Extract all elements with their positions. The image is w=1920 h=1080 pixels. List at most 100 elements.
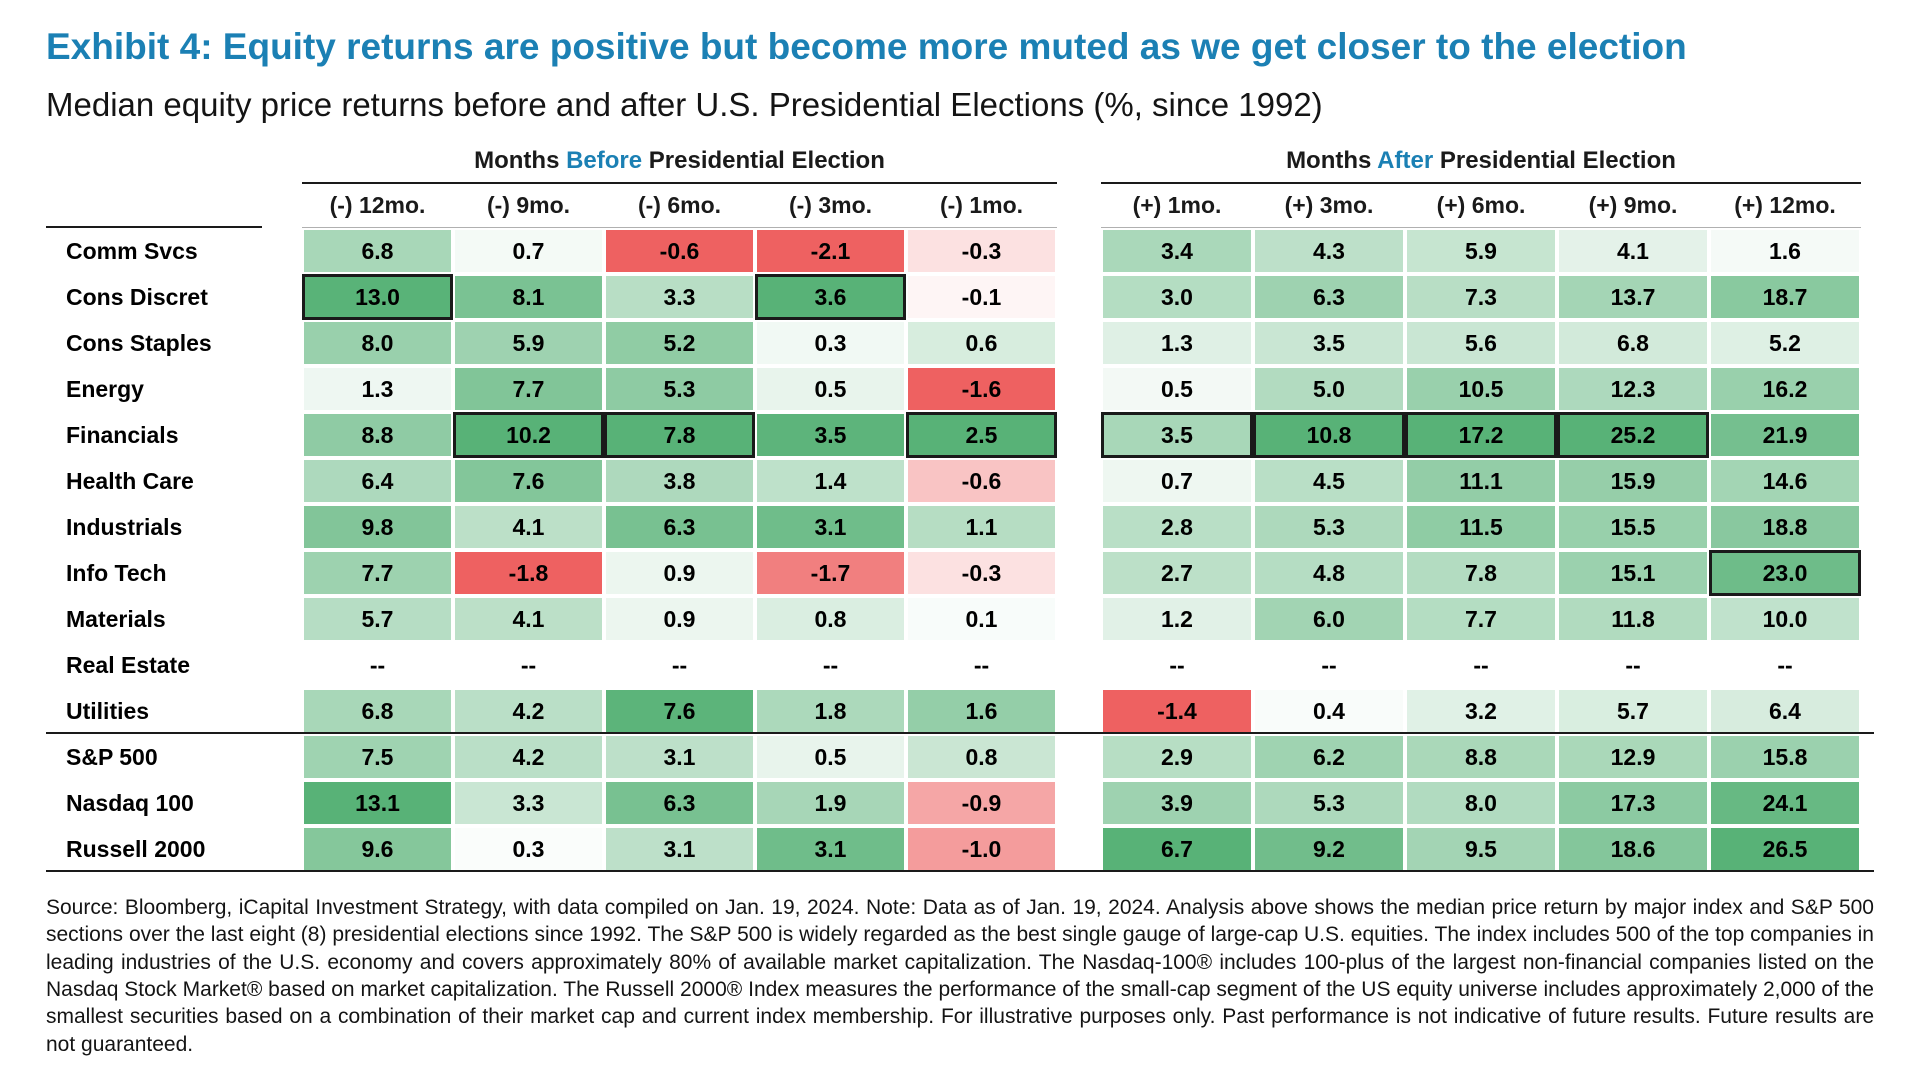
heatmap-cell: 7.7 <box>302 550 453 597</box>
heatmap-cell: 6.8 <box>1557 320 1709 367</box>
after-header-pre: Months <box>1286 147 1378 175</box>
heatmap-cell: 4.1 <box>453 596 604 643</box>
heatmap-cell: 3.9 <box>1101 780 1253 827</box>
heatmap-cell: 2.8 <box>1101 504 1253 551</box>
heatmap-cell: -- <box>604 642 755 689</box>
table-row: Info Tech 7.7 -1.8 0.9 -1.7 -0.3 2.7 4.8 7.8 15.1… <box>46 550 1874 597</box>
after-header-post: Presidential Election <box>1433 147 1676 175</box>
heatmap-cell: 7.7 <box>1405 596 1557 643</box>
heatmap-cell: 13.0 <box>302 274 453 321</box>
heatmap-cell: 3.5 <box>1253 320 1405 367</box>
heatmap-cell: -2.1 <box>755 228 906 275</box>
table-gap <box>1057 184 1101 228</box>
heatmap-cell: 16.2 <box>1709 366 1861 413</box>
row-label: Info Tech <box>66 559 167 586</box>
heatmap-cell: 5.7 <box>1557 688 1709 735</box>
heatmap-cell: 7.6 <box>604 688 755 735</box>
heatmap-cell: 3.2 <box>1405 688 1557 735</box>
heatmap-cell: 7.8 <box>604 412 755 459</box>
table-gap <box>1057 780 1101 826</box>
heatmap-cell: 0.5 <box>755 734 906 781</box>
heatmap-cell: 5.0 <box>1253 366 1405 413</box>
heatmap-cell: 12.9 <box>1557 734 1709 781</box>
heatmap-cell: 12.3 <box>1557 366 1709 413</box>
heatmap-cell: 0.4 <box>1253 688 1405 735</box>
heatmap-cell: 2.7 <box>1101 550 1253 597</box>
column-header-row-host: (-) 12mo. (-) 9mo. (-) 6mo. (-) 3mo. (-) 1mo… <box>46 184 1874 229</box>
heatmap-cell: 6.0 <box>1253 596 1405 643</box>
table-row: Energy 1.3 7.7 5.3 0.5 -1.6 0.5 5.0 10.5 12.3 16.2 <box>46 366 1874 413</box>
after-header-accent: After <box>1377 147 1434 175</box>
table-gap <box>1057 642 1101 688</box>
table-gap <box>1057 504 1101 550</box>
table-row: S&P 500 7.5 4.2 3.1 0.5 0.8 2.9 6.2 8.8 12.9 15.8 <box>46 734 1874 781</box>
column-header: (+) 6mo. <box>1405 184 1557 229</box>
table-gap <box>1057 826 1101 872</box>
heatmap-cell: 9.8 <box>302 504 453 551</box>
table-gap <box>1057 734 1101 780</box>
row-label: Utilities <box>66 697 150 724</box>
table-gap <box>1057 412 1101 458</box>
heatmap-cell: 6.4 <box>302 458 453 505</box>
heatmap-cell: 11.5 <box>1405 504 1557 551</box>
heatmap-cell: 3.3 <box>604 274 755 321</box>
row-label: Russell 2000 <box>66 835 206 862</box>
heatmap-cell: 3.1 <box>604 826 755 873</box>
row-label: Industrials <box>66 513 183 540</box>
heatmap-cell: 18.7 <box>1709 274 1861 321</box>
column-header-row: (-) 12mo. (-) 9mo. (-) 6mo. (-) 3mo. (-) 1mo… <box>46 184 1874 229</box>
heatmap-cell: 18.8 <box>1709 504 1861 551</box>
heatmap-cell: -- <box>1101 642 1253 689</box>
heatmap-cell: 0.7 <box>453 228 604 275</box>
heatmap-cell: 6.4 <box>1709 688 1861 735</box>
heatmap-cell: 6.8 <box>302 228 453 275</box>
heatmap-cell: 5.9 <box>1405 228 1557 275</box>
heatmap-cell: 24.1 <box>1709 780 1861 827</box>
heatmap-cell: 3.3 <box>453 780 604 827</box>
heatmap-cell: 15.8 <box>1709 734 1861 781</box>
heatmap-cell: 5.2 <box>1709 320 1861 367</box>
heatmap-cell: -0.1 <box>906 274 1057 321</box>
heatmap-cell: 1.2 <box>1101 596 1253 643</box>
after-group-header: Months After Presidential Election <box>1101 147 1861 185</box>
heatmap-cell: 3.1 <box>755 826 906 873</box>
column-header: (+) 3mo. <box>1253 184 1405 229</box>
heatmap-cell: 14.6 <box>1709 458 1861 505</box>
row-label: S&P 500 <box>66 743 158 770</box>
heatmap-cell: 21.9 <box>1709 412 1861 459</box>
heatmap-cell: 23.0 <box>1709 550 1861 597</box>
heatmap-cell: 3.4 <box>1101 228 1253 275</box>
heatmap-cell: 4.8 <box>1253 550 1405 597</box>
heatmap-cell: 5.2 <box>604 320 755 367</box>
row-label: Materials <box>66 605 166 632</box>
returns-heatmap: Months Before Presidential Election Mont… <box>46 136 1874 873</box>
heatmap-cell: 7.3 <box>1405 274 1557 321</box>
table-row: Financials 8.8 10.2 7.8 3.5 2.5 3.5 10.8 17.2 25.… <box>46 412 1874 459</box>
heatmap-cell: 1.9 <box>755 780 906 827</box>
row-label: Cons Discret <box>66 283 208 310</box>
heatmap-cell: 1.6 <box>1709 228 1861 275</box>
heatmap-cell: 0.8 <box>755 596 906 643</box>
heatmap-cell: 5.3 <box>604 366 755 413</box>
heatmap-cell: -1.7 <box>755 550 906 597</box>
heatmap-cell: 8.0 <box>1405 780 1557 827</box>
before-header-accent: Before <box>566 147 643 175</box>
row-label: Nasdaq 100 <box>66 789 194 816</box>
heatmap-cell: 4.2 <box>453 734 604 781</box>
heatmap-cell: -- <box>1709 642 1861 689</box>
heatmap-cell: -- <box>1557 642 1709 689</box>
heatmap-cell: 4.5 <box>1253 458 1405 505</box>
heatmap-cell: 0.5 <box>1101 366 1253 413</box>
heatmap-cell: 25.2 <box>1557 412 1709 459</box>
heatmap-cell: 10.8 <box>1253 412 1405 459</box>
heatmap-cell: 7.7 <box>453 366 604 413</box>
heatmap-cell: 2.5 <box>906 412 1057 459</box>
column-header: (-) 9mo. <box>453 184 604 229</box>
heatmap-cell: 0.5 <box>755 366 906 413</box>
heatmap-cell: 5.7 <box>302 596 453 643</box>
table-row: Real Estate -- -- -- -- -- -- -- -- -- -- <box>46 642 1874 689</box>
heatmap-cell: 7.6 <box>453 458 604 505</box>
heatmap-cell: 8.1 <box>453 274 604 321</box>
heatmap-cell: 15.9 <box>1557 458 1709 505</box>
heatmap-cell: -0.6 <box>906 458 1057 505</box>
